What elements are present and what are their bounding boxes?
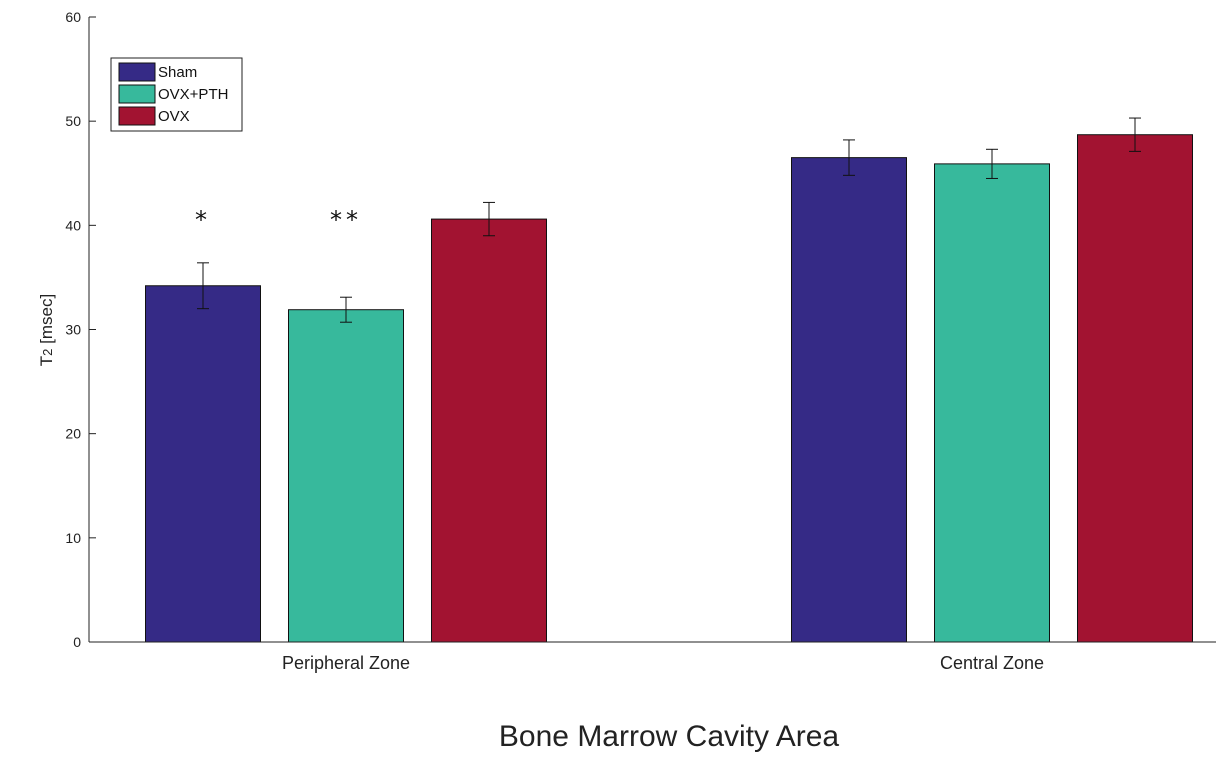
legend-swatch: [118, 62, 156, 82]
legend: Sham OVX+PTH OVX: [110, 57, 243, 132]
y-tick-label: 20: [65, 426, 81, 442]
significance-marker: **: [330, 206, 362, 234]
bar-ovx-0: [431, 218, 547, 643]
y-tick-label: 30: [65, 322, 81, 338]
bar-sham-0: [145, 285, 261, 643]
bar-ovx-1: [1077, 134, 1193, 643]
x-axis-label: Bone Marrow Cavity Area: [499, 720, 839, 753]
legend-label: Sham: [158, 64, 197, 81]
legend-label: OVX: [158, 108, 190, 125]
y-tick-label: 10: [65, 530, 81, 546]
category-label: Central Zone: [940, 653, 1044, 673]
y-tick-label: 50: [65, 113, 81, 129]
y-tick-label: 0: [73, 634, 81, 650]
significance-marker: *: [195, 206, 211, 234]
legend-swatch: [118, 106, 156, 126]
bar-ovx-pth-1: [934, 163, 1050, 643]
y-axis-label: T2 [msec]: [37, 294, 56, 366]
bars: [145, 134, 1193, 643]
y-tick-label: 60: [65, 9, 81, 25]
bar-ovx-pth-0: [288, 309, 404, 643]
y-axis: 0 10 20 30 40 50 60: [65, 9, 96, 650]
category-label: Peripheral Zone: [282, 653, 410, 673]
legend-swatch: [118, 84, 156, 104]
x-axis: Peripheral Zone Central Zone: [89, 641, 1216, 673]
y-tick-label: 40: [65, 217, 81, 233]
error-bars: [197, 117, 1141, 323]
legend-label: OVX+PTH: [158, 86, 228, 103]
significance-annotations: * **: [195, 206, 362, 234]
bar-sham-1: [791, 157, 907, 643]
